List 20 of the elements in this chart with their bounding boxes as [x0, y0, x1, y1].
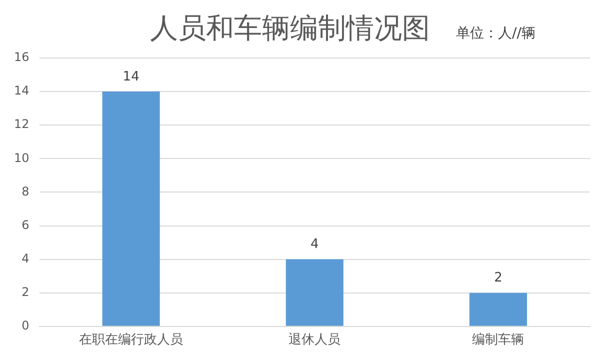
data-label: 2 — [494, 270, 502, 286]
chart-subtitle: 单位：人//辆 — [456, 26, 536, 42]
y-tick-label: 2 — [22, 284, 30, 299]
bar — [102, 92, 160, 326]
y-tick-label: 16 — [14, 50, 30, 64]
y-tick-label: 4 — [22, 251, 30, 266]
y-tick-label: 10 — [14, 150, 30, 165]
bar — [469, 292, 527, 326]
y-tick-label: 0 — [22, 318, 30, 333]
x-tick-label: 退休人员 — [288, 332, 341, 348]
bar — [286, 259, 344, 326]
data-label: 14 — [122, 69, 140, 84]
y-tick-label: 6 — [22, 218, 30, 232]
y-tick-label: 14 — [14, 84, 30, 98]
y-tick-label: 8 — [22, 184, 30, 198]
x-tick-label: 在职在编行政人员 — [79, 332, 184, 348]
chart-title: 人员和车辆编制情况图 — [150, 11, 430, 44]
data-label: 4 — [310, 237, 319, 252]
y-tick-label: 12 — [14, 117, 30, 132]
x-tick-label: 编制车辆 — [472, 332, 524, 348]
